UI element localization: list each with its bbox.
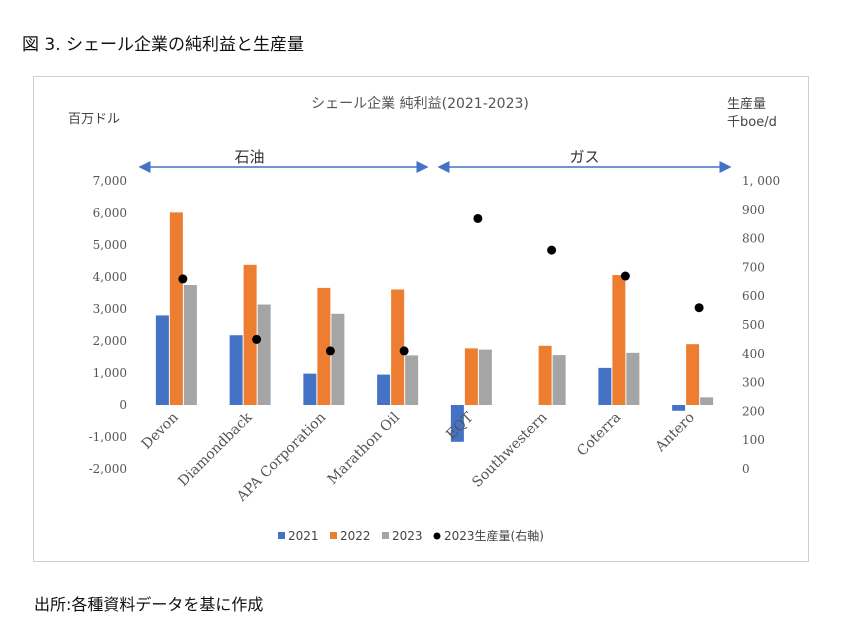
- production-point-apa-corporation: [325, 346, 335, 356]
- figure-title: 図 3. シェール企業の純利益と生産量: [22, 35, 305, 55]
- y-tick-label: 3,000: [93, 302, 127, 316]
- bar-2021-devon: [155, 315, 169, 405]
- category-label: Diamondback: [175, 409, 256, 490]
- bar-2022-devon: [169, 212, 183, 405]
- y2-tick-label: 700: [742, 260, 765, 274]
- legend-label-2023: 2023: [392, 529, 423, 543]
- bar-2023-antero: [700, 397, 714, 405]
- bar-2021-diamondback: [229, 335, 243, 405]
- production-point-diamondback: [252, 334, 262, 344]
- bar-2021-marathon-oil: [377, 374, 391, 405]
- production-point-southwestern: [547, 245, 557, 255]
- y2-tick-label: 300: [742, 376, 765, 390]
- category-label: Southwestern: [469, 410, 550, 491]
- legend-label-2021: 2021: [288, 529, 319, 543]
- y2-tick-label: 800: [742, 232, 765, 246]
- y-tick-label: 1,000: [93, 366, 127, 380]
- bar-2022-diamondback: [243, 264, 257, 405]
- legend-label-2022: 2022: [340, 529, 371, 543]
- group-label-gas: ガス: [569, 148, 599, 166]
- y-tick-label: 0: [119, 398, 127, 412]
- category-label: Antero: [652, 410, 698, 456]
- bar-2023-eqt: [478, 349, 492, 405]
- bar-2023-diamondback: [257, 304, 271, 405]
- legend-label-production: 2023生産量(右軸): [444, 528, 544, 543]
- category-label: Marathon Oil: [325, 409, 404, 488]
- legend-swatch-2022: [330, 532, 337, 539]
- chart-title: シェール企業 純利益(2021-2023): [311, 95, 529, 112]
- y2-tick-label: 600: [742, 289, 765, 303]
- category-label: Coterra: [574, 410, 624, 460]
- bar-2022-coterra: [612, 275, 626, 405]
- bar-2021-eqt: [450, 405, 464, 442]
- y2-tick-label: 0: [742, 462, 750, 476]
- legend-swatch-2021: [278, 532, 285, 539]
- y2-axis-label-line2: 千boe/d: [727, 115, 777, 130]
- y2-tick-label: 1, 000: [742, 174, 780, 188]
- bar-2021-antero: [672, 405, 686, 411]
- bar-2023-devon: [183, 285, 197, 405]
- y-tick-label: 7,000: [93, 174, 127, 188]
- y2-tick-label: 100: [742, 433, 765, 447]
- bar-2023-apa-corporation: [331, 313, 345, 405]
- y-tick-label: -2,000: [89, 462, 127, 476]
- y-tick-label: 6,000: [93, 206, 127, 220]
- production-point-eqt: [473, 213, 483, 223]
- bar-2023-marathon-oil: [405, 355, 419, 405]
- bar-2022-antero: [686, 344, 700, 405]
- group-label-oil: 石油: [234, 148, 264, 166]
- y-tick-label: -1,000: [89, 430, 127, 444]
- bar-2022-southwestern: [538, 345, 552, 405]
- production-point-devon: [178, 274, 188, 284]
- bar-2023-southwestern: [552, 355, 566, 405]
- source-note: 出所:各種資料データを基に作成: [34, 595, 264, 614]
- production-point-antero: [694, 303, 704, 313]
- y2-axis-label-line1: 生産量: [727, 96, 766, 112]
- y-axis-label: 百万ドル: [68, 112, 120, 127]
- bar-2021-coterra: [598, 367, 612, 405]
- plot-layer: 7,000 6,000 5,000 4,000 3,000 2,000 1,000 0 -1,0…: [89, 148, 781, 543]
- y2-tick-label: 900: [742, 203, 765, 217]
- bar-2022-apa-corporation: [317, 287, 331, 405]
- production-point-marathon-oil: [399, 346, 409, 356]
- y2-tick-label: 500: [742, 318, 765, 332]
- legend-swatch-2023: [382, 532, 389, 539]
- bar-2021-apa-corporation: [303, 373, 317, 405]
- chart-frame: [33, 76, 809, 562]
- y2-tick-label: 400: [742, 347, 765, 361]
- bar-2022-eqt: [464, 348, 478, 405]
- production-point-coterra: [620, 271, 630, 281]
- y-tick-label: 2,000: [93, 334, 127, 348]
- y2-tick-label: 200: [742, 404, 765, 418]
- bar-2022-marathon-oil: [391, 289, 405, 405]
- y-tick-label: 5,000: [93, 238, 127, 252]
- legend-swatch-production: [433, 532, 441, 540]
- y-tick-label: 4,000: [93, 270, 127, 284]
- category-label: Devon: [139, 410, 182, 453]
- bar-2023-coterra: [626, 352, 640, 405]
